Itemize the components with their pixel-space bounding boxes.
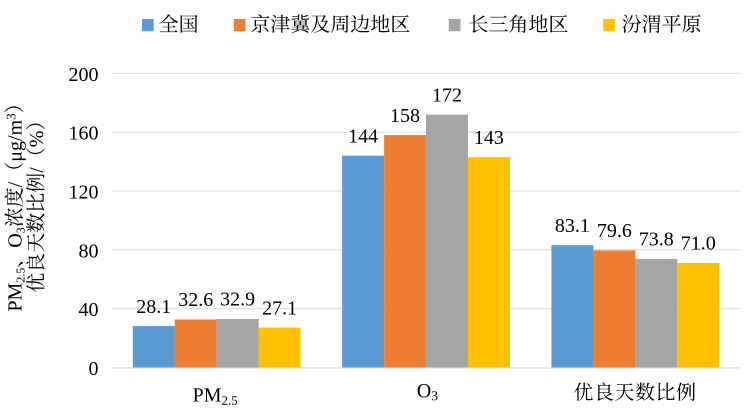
svg-text:120: 120 xyxy=(69,182,99,204)
svg-text:79.6: 79.6 xyxy=(597,220,632,242)
svg-text:27.1: 27.1 xyxy=(262,297,297,319)
svg-text:0: 0 xyxy=(89,358,99,380)
svg-text:172: 172 xyxy=(432,84,462,106)
svg-text:32.9: 32.9 xyxy=(220,289,255,311)
svg-text:160: 160 xyxy=(69,123,99,145)
svg-text:28.1: 28.1 xyxy=(136,296,171,318)
svg-text:144: 144 xyxy=(348,125,378,147)
svg-text:158: 158 xyxy=(390,105,420,127)
svg-text:71.0: 71.0 xyxy=(681,233,716,255)
svg-text:83.1: 83.1 xyxy=(555,215,590,237)
svg-text:73.8: 73.8 xyxy=(639,229,674,251)
svg-text:32.6: 32.6 xyxy=(178,289,213,311)
svg-text:200: 200 xyxy=(69,64,99,86)
svg-text:143: 143 xyxy=(474,127,504,149)
svg-text:40: 40 xyxy=(79,299,99,321)
svg-text:80: 80 xyxy=(79,240,99,262)
